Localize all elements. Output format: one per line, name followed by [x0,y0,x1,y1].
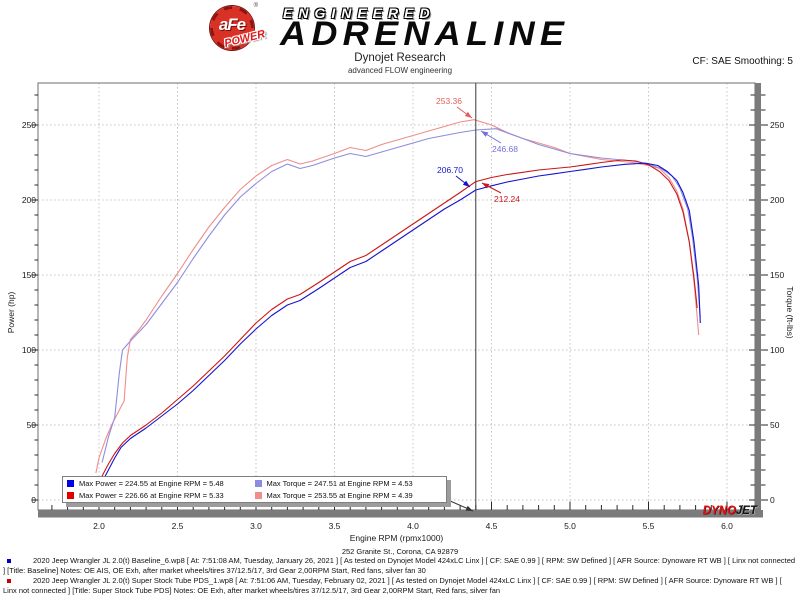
callout-arrowhead-c-power-bl [462,180,470,187]
legend-swatch-icon [254,480,262,488]
callout-arrowhead-c-torque-bl [481,131,489,137]
legend-item-3: Max Torque = 253.55 at Engine RPM = 4.39 [254,490,443,500]
x-tick-label: 3.5 [329,521,341,531]
y-tick-label-left: 100 [22,345,36,355]
run-info-entry-0: 2020 Jeep Wrangler JL 2.0(t) Baseline_6.… [3,556,797,575]
x-tick-label: 5.5 [643,521,655,531]
y-tick-label-right: 250 [770,120,784,130]
legend-label: Max Torque = 247.51 at Engine RPM = 4.53 [266,479,413,489]
legend-label: Max Torque = 253.55 at Engine RPM = 4.39 [266,490,413,500]
legend-item-2: Max Torque = 247.51 at Engine RPM = 4.53 [254,479,443,489]
dynojet-logo-dyno: DYNO [702,505,736,517]
registered-mark-icon: ® [253,3,258,9]
y-tick-label-left: 0 [31,495,36,505]
series-torque_ss [95,119,700,474]
brand-engineered-text: ENGINEERED [283,5,436,21]
callout-label-c-torque-ss: 253.36 [436,96,462,106]
legend-swatch-icon [67,480,74,488]
x-axis-bar [38,510,763,518]
y-tick-label-right: 100 [770,345,784,355]
brand-adrenaline-text: ADRENALINE [280,15,570,53]
series-power_ss [95,159,698,486]
x-tick-label: 3.0 [250,521,262,531]
series-torque_bl [101,128,701,463]
entry-bullet-icon [7,578,11,583]
legend-label: Max Power = 226.66 at Engine RPM = 5.33 [79,490,224,500]
series-power_bl [101,162,701,483]
run-info-entries: 2020 Jeep Wrangler JL 2.0(t) Baseline_6.… [3,556,797,596]
report-title: Dynojet Research [354,52,446,64]
callout-arrowhead-c-power-ss [482,183,490,189]
legend-item-0: Max Power = 224.55 at Engine RPM = 5.48 [67,479,255,488]
entry-bullet-icon [7,558,11,563]
x-tick-label: 4.5 [486,521,498,531]
plot-frame [37,82,756,511]
y-axis-left-title: Power (hp) [6,292,16,334]
y-tick-label-right: 200 [770,195,784,205]
entry-text: 2020 Jeep Wrangler JL 2.0(t) Baseline_6.… [3,556,796,575]
afe-power-logo: aFe ® POWER [210,3,266,50]
smoothing-setting: CF: SAE Smoothing: 5 [692,56,793,67]
callout-label-c-power-ss: 212.24 [494,194,520,204]
y-tick-label-left: 150 [22,270,36,280]
y-axis-right-title: Torque (ft-lbs) [785,286,795,339]
callout-label-c-power-bl: 206.70 [437,165,463,175]
legend-swatch-icon [67,491,74,499]
run-info-entry-1: 2020 Jeep Wrangler JL 2.0(t) Super Stock… [3,576,797,595]
x-tick-label: 5.0 [564,521,576,531]
report-subtitle: advanced FLOW engineering [347,66,453,75]
callout-arrowhead-c-cursor [465,505,473,511]
afe-logo-text: aFe [218,15,246,34]
legend-label: Max Power = 224.55 at Engine RPM = 5.48 [79,479,224,489]
y-tick-label-left: 250 [22,120,36,130]
x-tick-label: 2.5 [172,521,184,531]
header-brand: aFe ® POWER ENGINEERED ADRENALINE [0,0,800,78]
shop-address: 252 Granite St., Corona, CA 92879 [341,547,459,556]
y-tick-label-right: 150 [770,270,784,280]
y-tick-label-left: 50 [27,420,37,430]
y-tick-label-right: 50 [770,420,780,430]
y-axis-right-bar [755,83,761,518]
x-tick-label: 6.0 [721,521,733,531]
callout-arrowhead-c-torque-ss [464,111,472,118]
y-tick-label-right: 0 [770,495,775,505]
dynojet-logo: DYNOJET [0,505,757,517]
x-tick-label: 4.0 [407,521,419,531]
x-tick-label: 2.0 [93,521,105,531]
callout-label-c-torque-bl: 246.68 [492,144,518,154]
x-axis-title: Engine RPM (rpmx1000) [350,533,444,543]
entry-text: 2020 Jeep Wrangler JL 2.0(t) Super Stock… [3,576,782,595]
dynojet-logo-jet: JET [735,505,757,517]
legend-item-1: Max Power = 226.66 at Engine RPM = 5.33 [67,491,255,500]
chart-legend: Max Power = 224.55 at Engine RPM = 5.48 M… [62,476,447,503]
legend-swatch-icon [254,491,262,499]
y-tick-label-left: 200 [22,195,36,205]
